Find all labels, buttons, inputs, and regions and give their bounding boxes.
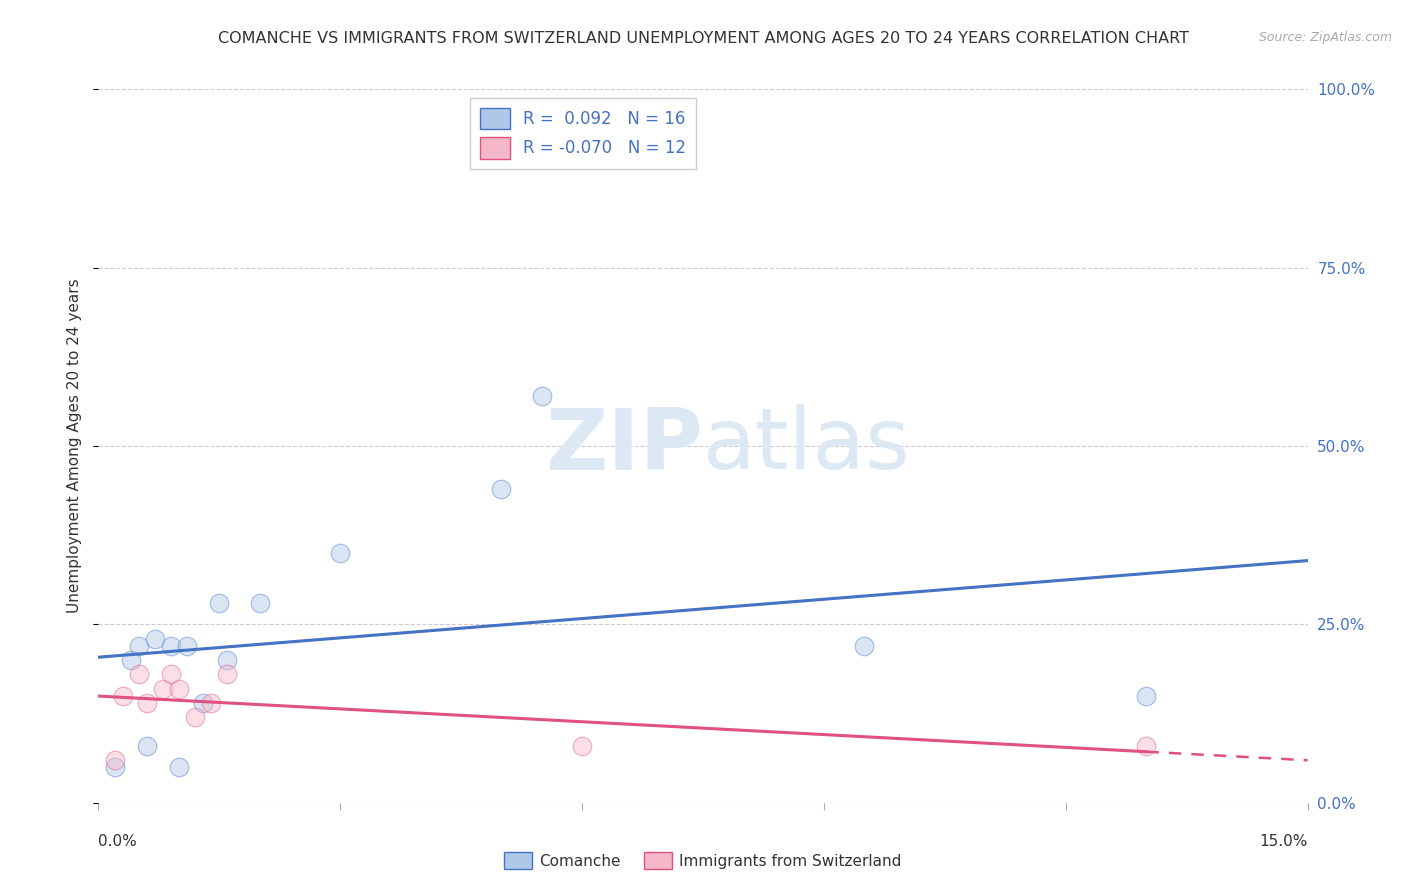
Point bbox=[208, 596, 231, 610]
Text: 0.0%: 0.0% bbox=[98, 834, 138, 849]
Point bbox=[1135, 739, 1157, 753]
Point bbox=[329, 546, 352, 560]
Point bbox=[111, 689, 134, 703]
Point bbox=[143, 632, 166, 646]
Point bbox=[152, 681, 174, 696]
Point bbox=[120, 653, 142, 667]
Point bbox=[217, 653, 239, 667]
Point bbox=[128, 667, 150, 681]
Point bbox=[530, 389, 553, 403]
Point bbox=[176, 639, 198, 653]
Point bbox=[217, 667, 239, 681]
Text: atlas: atlas bbox=[703, 404, 911, 488]
Point bbox=[160, 667, 183, 681]
Point bbox=[160, 639, 183, 653]
Point bbox=[103, 753, 125, 767]
Point bbox=[491, 482, 513, 496]
Point bbox=[135, 696, 157, 710]
Point bbox=[1135, 689, 1157, 703]
Point bbox=[193, 696, 215, 710]
Y-axis label: Unemployment Among Ages 20 to 24 years: Unemployment Among Ages 20 to 24 years bbox=[67, 278, 83, 614]
Point bbox=[103, 760, 125, 774]
Point bbox=[167, 760, 190, 774]
Point bbox=[853, 639, 876, 653]
Text: ZIP: ZIP bbox=[546, 404, 703, 488]
Point bbox=[249, 596, 271, 610]
Point bbox=[128, 639, 150, 653]
Text: COMANCHE VS IMMIGRANTS FROM SWITZERLAND UNEMPLOYMENT AMONG AGES 20 TO 24 YEARS C: COMANCHE VS IMMIGRANTS FROM SWITZERLAND … bbox=[218, 31, 1188, 46]
Text: 15.0%: 15.0% bbox=[1260, 834, 1308, 849]
Point bbox=[200, 696, 222, 710]
Legend: R =  0.092   N = 16, R = -0.070   N = 12: R = 0.092 N = 16, R = -0.070 N = 12 bbox=[470, 97, 696, 169]
Point bbox=[184, 710, 207, 724]
Point bbox=[571, 739, 593, 753]
Point bbox=[167, 681, 190, 696]
Point bbox=[135, 739, 157, 753]
Legend: Comanche, Immigrants from Switzerland: Comanche, Immigrants from Switzerland bbox=[498, 846, 908, 875]
Text: Source: ZipAtlas.com: Source: ZipAtlas.com bbox=[1258, 31, 1392, 45]
